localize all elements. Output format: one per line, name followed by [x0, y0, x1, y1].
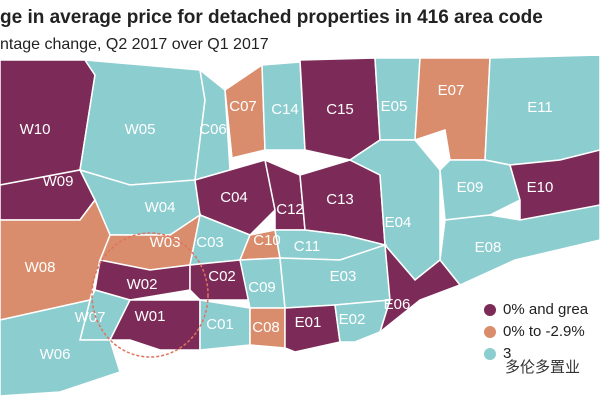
region [0, 299, 121, 397]
region-label: C08 [252, 319, 280, 336]
region-label: C15 [326, 101, 354, 118]
region-label: E01 [295, 314, 322, 331]
region-label: E05 [381, 98, 408, 115]
region-label: W03 [150, 234, 181, 251]
region [414, 57, 491, 161]
region-label: C03 [196, 234, 224, 251]
watermark: 多伦多置业 [505, 359, 580, 376]
region-label: W05 [125, 121, 156, 138]
region-label: W06 [40, 346, 71, 363]
region-label: C04 [220, 189, 248, 206]
region-label: W01 [135, 308, 166, 325]
subtitle: ntage change, Q2 2017 over Q1 2017 [0, 36, 269, 53]
region-label: C02 [208, 268, 236, 285]
region-label: C09 [248, 279, 276, 296]
legend-swatch [484, 304, 496, 316]
region-label: C11 [294, 238, 320, 255]
region [334, 299, 392, 343]
region-label: E10 [527, 179, 554, 196]
annotation-circle [91, 232, 209, 358]
region-label: E04 [385, 214, 412, 231]
region-label: C06 [199, 121, 227, 138]
region-label: E06 [384, 296, 411, 313]
region-label: C10 [253, 232, 281, 249]
region-label: C12 [276, 201, 304, 218]
region [189, 259, 251, 301]
region-label: W10 [20, 121, 51, 138]
region-label: W09 [43, 173, 74, 190]
regions [0, 54, 600, 397]
region-label: W08 [25, 259, 56, 276]
legend-swatch [484, 348, 496, 360]
region-label: E09 [457, 179, 484, 196]
region-label: E03 [330, 268, 357, 285]
region-label: W04 [145, 199, 176, 216]
region-label: W02 [127, 276, 158, 293]
title-band [0, 0, 600, 56]
region-label: C13 [326, 191, 354, 208]
legend-label: 3 [503, 345, 511, 362]
region-label: C14 [271, 101, 299, 118]
region-label: W07 [75, 309, 106, 326]
region [378, 242, 462, 335]
region-label: E11 [527, 99, 553, 116]
legend-label: 0% to -2.9% [503, 323, 585, 340]
legend-swatch [484, 326, 496, 338]
region-label: E07 [438, 82, 465, 99]
region-label: C01 [206, 316, 234, 333]
legend: 0% and grea 0% to -2.9% 3 [472, 296, 600, 362]
region-label: E02 [339, 311, 366, 328]
legend-label: 0% and grea [503, 301, 589, 318]
region [284, 304, 341, 353]
title: ge in average price for detached propert… [0, 7, 543, 28]
region-label: C07 [229, 98, 257, 115]
region-label: E08 [475, 239, 502, 256]
